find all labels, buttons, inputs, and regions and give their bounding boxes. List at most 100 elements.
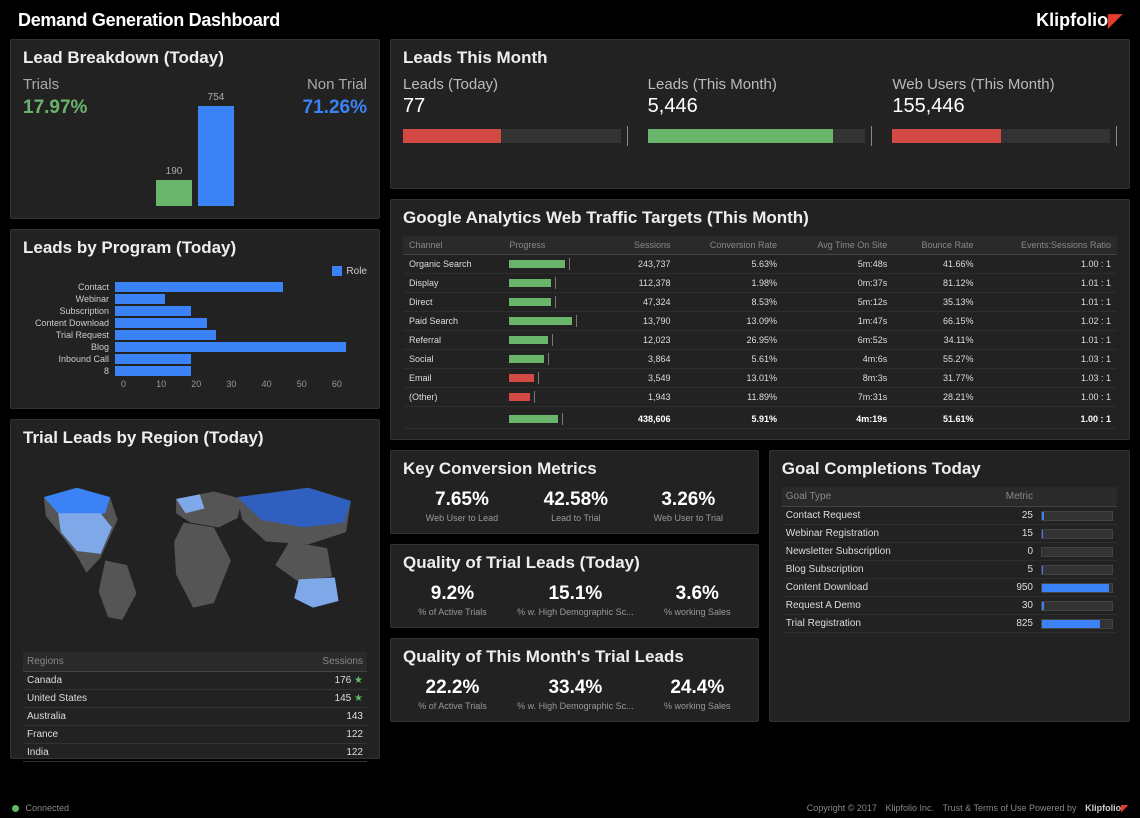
trials-pct: 17.97% [23,97,87,119]
metric-value: 42.58% [544,489,608,511]
region-row: Australia143 [23,708,367,726]
ga-row: Direct47,3248.53%5m:12s35.13%1.01 : 1 [403,293,1117,312]
leads-month-col: Leads (This Month)5,446 [648,76,873,146]
col-label: Leads (This Month) [648,76,873,93]
region-sessions: 122 [224,744,367,762]
ga-progress [503,350,611,369]
program-row: Contact [23,281,367,293]
goal-bar-cell [1037,615,1117,633]
ga-avg: 8m:3s [783,369,893,388]
progress-track [648,129,866,143]
ga-conv: 1.98% [677,274,783,293]
goal-bar-cell [1037,561,1117,579]
goal-metric: 825 [997,615,1037,633]
progress-track [403,129,621,143]
ga-header: Events:Sessions Ratio [980,236,1117,255]
terms-link[interactable]: Trust & Terms of Use [942,803,1026,813]
program-bar [115,342,346,352]
ga-channel: (Other) [403,388,503,407]
ga-ratio: 1.03 : 1 [980,369,1117,388]
goal-type: Request A Demo [782,597,997,615]
metric-value: 7.65% [426,489,498,511]
star-icon: ★ [354,693,363,704]
ga-conv: 5.61% [677,350,783,369]
ga-header: Channel [403,236,503,255]
ga-ratio: 1.03 : 1 [980,350,1117,369]
goal-row: Request A Demo30 [782,597,1117,615]
th-metric: Metric [997,487,1037,507]
goal-row: Newsletter Subscription0 [782,543,1117,561]
goal-type: Trial Registration [782,615,997,633]
metric-sublabel: % of Active Trials [418,607,487,617]
goal-type: Newsletter Subscription [782,543,997,561]
region-sessions: 143 [224,708,367,726]
panel-title: Lead Breakdown (Today) [23,48,367,68]
ga-bounce: 28.21% [893,388,979,407]
program-row: Trial Request [23,329,367,341]
ga-sessions: 112,378 [611,274,676,293]
region-name: France [23,726,224,744]
region-row: France122 [23,726,367,744]
region-row: United States145 ★ [23,690,367,708]
progress-fill [892,129,1001,143]
ga-bounce: 66.15% [893,312,979,331]
ga-progress [503,388,611,407]
ga-channel: Direct [403,293,503,312]
goal-metric: 30 [997,597,1037,615]
metric-sublabel: % working Sales [664,701,731,711]
nontrial-pct: 71.26% [303,97,367,119]
goals-table: Goal Type Metric Contact Request25Webina… [782,487,1117,633]
metric-value: 22.2% [418,677,487,699]
program-bar [115,318,207,328]
metric-sublabel: Web User to Trial [654,513,723,523]
goal-metric: 5 [997,561,1037,579]
ga-row: Email3,54913.01%8m:3s31.77%1.03 : 1 [403,369,1117,388]
col-label: Web Users (This Month) [892,76,1117,93]
panel-title: Key Conversion Metrics [403,459,746,479]
program-label: Blog [23,342,115,352]
ga-progress [503,293,611,312]
leads-by-program-rows: ContactWebinarSubscriptionContent Downlo… [23,281,367,377]
panel-title: Leads by Program (Today) [23,238,367,258]
company-link[interactable]: Klipfolio Inc. [885,803,934,813]
goal-type: Webinar Registration [782,525,997,543]
progress-track [892,129,1110,143]
ga-conv: 13.09% [677,312,783,331]
col-label: Leads (Today) [403,76,628,93]
metric: 22.2%% of Active Trials [418,677,487,711]
leads-month-cols: Leads (Today)77Leads (This Month)5,446We… [403,76,1117,146]
goal-bar-cell [1037,579,1117,597]
goal-metric: 0 [997,543,1037,561]
target-tick [871,126,872,146]
lead-breakdown-panel: Lead Breakdown (Today) Trials Non Trial … [10,39,380,219]
goal-row: Webinar Registration15 [782,525,1117,543]
goal-row: Contact Request25 [782,507,1117,525]
panel-title: Trial Leads by Region (Today) [23,428,367,448]
program-row: Content Download [23,317,367,329]
ga-conv: 5.63% [677,255,783,274]
leads-by-program-panel: Leads by Program (Today) Role ContactWeb… [10,229,380,409]
ga-row: Social3,8645.61%4m:6s55.27%1.03 : 1 [403,350,1117,369]
col-value: 155,446 [892,95,1117,118]
region-row: India122 [23,744,367,762]
leads-by-program-axis: 0102030405060 [23,379,367,389]
ga-conv: 8.53% [677,293,783,312]
metric: 24.4%% working Sales [664,677,731,711]
ga-header: Avg Time On Site [783,236,893,255]
region-sessions: 176 ★ [224,672,367,690]
ga-table: ChannelProgressSessionsConversion RateAv… [403,236,1117,429]
region-name: India [23,744,224,762]
footer-right: Copyright © 2017 Klipfolio Inc. Trust & … [807,803,1128,814]
region-sessions: 145 ★ [224,690,367,708]
goal-type: Contact Request [782,507,997,525]
bar: 190 [156,180,192,206]
lead-breakdown-bars: 190754 [156,106,234,206]
ga-ratio: 1.01 : 1 [980,293,1117,312]
bar: 754 [198,106,234,206]
ga-sessions: 3,549 [611,369,676,388]
ga-progress [503,274,611,293]
metric-sublabel: Lead to Trial [544,513,608,523]
th-goal-type: Goal Type [782,487,997,507]
goal-row: Blog Subscription5 [782,561,1117,579]
metric-value: 3.26% [654,489,723,511]
